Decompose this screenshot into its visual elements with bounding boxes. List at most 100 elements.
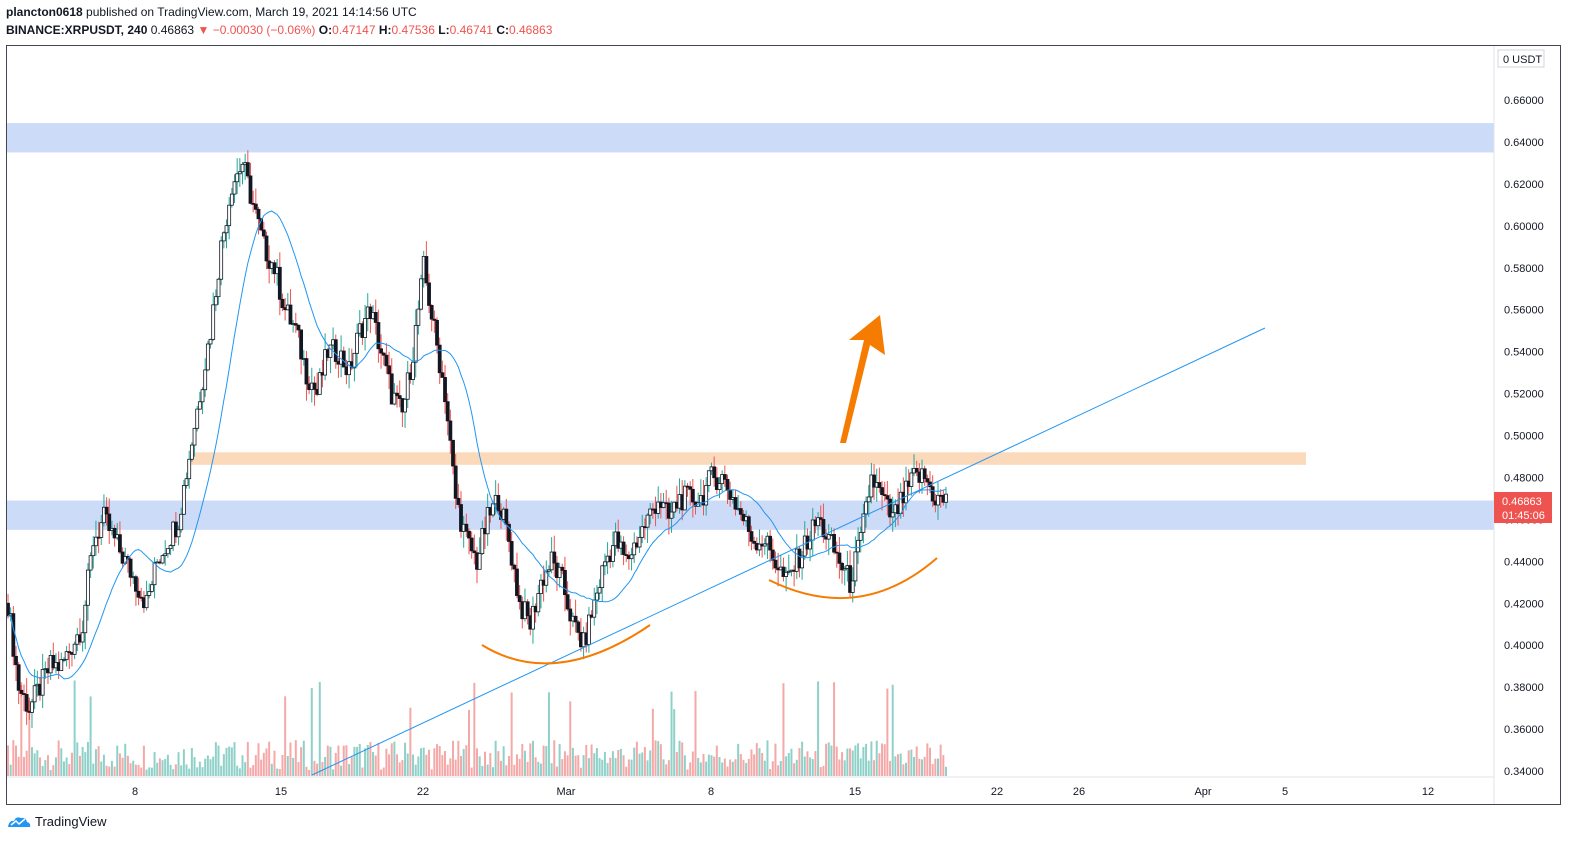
volume-bar <box>465 745 468 776</box>
volume-bar <box>702 753 705 776</box>
candle-body <box>277 266 282 300</box>
volume-bar <box>622 755 625 776</box>
volume-bar <box>470 767 473 776</box>
rounded-bottom-right[interactable] <box>768 557 938 599</box>
price-tick-label: 0.62000 <box>1504 179 1544 191</box>
volume-bar <box>659 744 662 776</box>
candle-body <box>187 458 192 480</box>
chart-frame <box>6 45 1561 805</box>
volume-bar <box>417 756 420 776</box>
volume-bar <box>750 749 753 776</box>
volume-bar <box>811 759 814 776</box>
volume-bar <box>846 748 849 776</box>
candle-body <box>323 349 328 376</box>
candle-body <box>688 486 693 490</box>
symbol-name[interactable]: BINANCE:XRPUSDT, 240 <box>6 23 148 37</box>
up-arrow-icon[interactable] <box>840 315 885 443</box>
volume-bar <box>579 767 582 776</box>
candle-body <box>781 566 786 577</box>
candle-body <box>818 517 823 520</box>
resistance-zone-orange <box>190 452 1306 465</box>
candle-body <box>525 601 530 617</box>
candle-body <box>184 478 189 486</box>
price-change: −0.00030 (−0.06%) <box>212 23 316 37</box>
volume-bar <box>180 765 183 776</box>
candle-body <box>144 594 149 609</box>
volume-bar <box>630 759 633 776</box>
volume-bar <box>406 753 409 776</box>
volume-bar <box>534 757 537 776</box>
volume-bar <box>609 757 612 776</box>
volume-bar <box>457 740 460 776</box>
volume-bar <box>134 764 137 776</box>
candle-body <box>517 595 522 603</box>
volume-bar <box>483 751 486 776</box>
candle-body <box>616 531 621 549</box>
candle-body <box>648 508 653 516</box>
rounded-bottom-left[interactable] <box>481 624 651 665</box>
candle-body <box>595 592 599 601</box>
volume-bar <box>547 692 550 776</box>
volume-bar <box>281 755 284 776</box>
volume-bar <box>737 743 740 776</box>
volume-bar <box>145 769 148 776</box>
volume-bar <box>313 760 316 776</box>
down-triangle-icon: ▼ <box>197 23 210 37</box>
volume-bar <box>460 756 463 776</box>
candle-body <box>64 651 69 660</box>
volume-bar <box>633 747 636 776</box>
volume-bar <box>220 765 223 776</box>
candle-body <box>821 518 826 538</box>
candle-body <box>890 512 895 518</box>
volume-bar <box>625 766 628 776</box>
candle-body <box>437 344 442 374</box>
volume-bar <box>638 753 641 776</box>
candle-body <box>816 517 820 527</box>
candle-body <box>504 508 509 525</box>
candle-body <box>496 494 501 512</box>
volume-bar <box>97 746 100 776</box>
volume-bar <box>206 755 209 776</box>
candle-body <box>712 466 717 479</box>
volume-bar <box>121 757 124 776</box>
candle-body <box>837 552 842 564</box>
volume-bar <box>894 756 897 776</box>
candle-body <box>168 545 173 550</box>
volume-bar <box>878 753 881 776</box>
candle-body <box>221 232 226 242</box>
volume-bar <box>65 757 68 776</box>
volume-bar <box>691 751 694 776</box>
volume-bar <box>902 764 905 776</box>
candle-body <box>539 579 543 594</box>
volume-bar <box>867 760 870 776</box>
currency-label-box[interactable] <box>1497 49 1545 68</box>
trendline[interactable] <box>311 327 1266 776</box>
candle-body <box>856 539 860 553</box>
candle-body <box>850 580 855 593</box>
volume-bar <box>558 744 561 776</box>
volume-bar <box>689 762 692 776</box>
volume-bar <box>321 761 324 776</box>
volume-bar <box>777 765 780 776</box>
moving-average-line <box>7 210 947 680</box>
volume-bar <box>849 748 852 776</box>
candle-body <box>640 526 645 538</box>
publisher-name[interactable]: plancton0618 <box>6 5 83 19</box>
candle-body <box>832 534 836 553</box>
volume-bar <box>886 688 889 776</box>
volume-bar <box>755 743 758 776</box>
volume-bar <box>817 681 820 776</box>
volume-bar <box>257 743 260 776</box>
time-axis[interactable]: 8 15 22 Mar 8 15 22 26 Apr 5 12 <box>132 786 1434 798</box>
volume-bar <box>675 751 678 776</box>
candle-body <box>682 485 687 511</box>
footer-brand[interactable]: TradingView <box>7 814 107 829</box>
volume-bar <box>342 745 345 776</box>
volume-bar <box>513 764 516 776</box>
volume-bar <box>697 757 700 776</box>
volume-bar <box>230 747 233 776</box>
candle-body <box>565 594 570 610</box>
candle-body <box>387 365 391 375</box>
volume-bar <box>939 744 942 776</box>
